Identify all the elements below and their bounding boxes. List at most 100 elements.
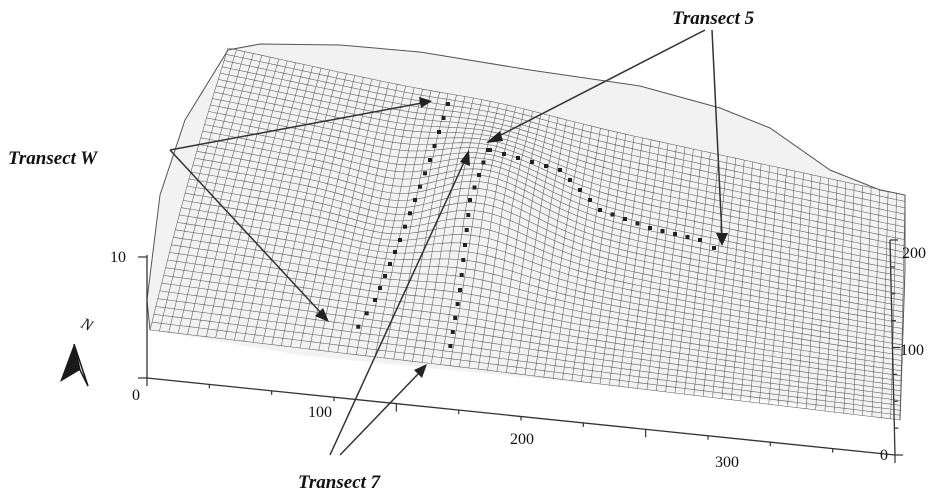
transect-w-dot <box>413 198 417 202</box>
vertical-axis-tick-label-10: 10 <box>110 249 126 266</box>
mesh-line-col <box>318 80 381 351</box>
transect-w-dot <box>432 144 437 148</box>
mesh-line-col <box>768 169 787 405</box>
mesh-line-col <box>524 119 567 375</box>
mesh-line-col <box>234 64 305 341</box>
transect-7-dot <box>477 173 481 177</box>
transect-w-path <box>356 102 450 329</box>
mesh-line-col <box>571 130 610 381</box>
transect-7-arrowhead-a <box>460 150 470 166</box>
mesh-line-col <box>796 174 813 408</box>
mesh-line-col <box>206 58 280 337</box>
transect-7-dot <box>481 160 486 165</box>
bottom-axis-tick-label-200: 200 <box>510 431 534 448</box>
mesh-line-col <box>431 99 483 364</box>
bottom-axis-tick-label-300: 300 <box>715 454 739 471</box>
mesh-line-col <box>590 134 626 383</box>
mesh-line-col <box>581 132 618 382</box>
right-axis-tick-label-200: 200 <box>902 245 926 262</box>
transect-w-arrowhead-b <box>315 308 329 322</box>
transect-w-dot <box>423 171 427 176</box>
label-arrows <box>169 29 728 456</box>
transect-5-path <box>488 148 716 250</box>
transect-5-dot <box>516 156 520 160</box>
transect-5-dot <box>610 212 615 217</box>
transect-7-arrowhead-b <box>414 364 427 378</box>
mesh-line-col <box>421 97 474 363</box>
transect-7-dot <box>466 213 471 217</box>
transect-w-arrowhead-a <box>419 97 432 108</box>
transect-w-label: Transect W <box>8 148 98 169</box>
mesh-line-col <box>262 69 330 344</box>
transect-5-dot <box>635 221 640 226</box>
mesh-line-col <box>824 180 838 412</box>
mesh-line-col <box>834 182 847 413</box>
transect-w-dot <box>388 262 392 266</box>
transect-7-dot <box>448 344 453 348</box>
transect-7-dot <box>455 302 460 306</box>
mesh-line-col <box>374 90 432 357</box>
mesh-line-col <box>543 124 584 378</box>
mesh-line-col <box>487 111 533 371</box>
mesh-line-col <box>609 137 643 386</box>
mesh-line-col <box>168 51 246 333</box>
transect-7-dot <box>450 330 455 334</box>
mesh-line-col <box>881 191 889 418</box>
mesh-line-col <box>149 47 229 331</box>
mesh-line-col <box>702 156 728 397</box>
mesh-line-col <box>468 106 516 369</box>
mesh-line-col <box>224 62 296 340</box>
mesh-line-col <box>196 57 271 336</box>
mesh-line-col <box>327 82 390 352</box>
transect-7-dot <box>463 243 467 247</box>
bottom-axis-ticks <box>146 378 896 463</box>
mesh-line-col <box>534 121 576 377</box>
mesh-line-col <box>693 154 720 396</box>
transect-5-dot <box>673 232 677 236</box>
mesh-line-col <box>365 89 423 356</box>
transect-w-dot <box>383 274 387 278</box>
mesh-line-col <box>665 149 694 392</box>
mesh-line-col <box>515 117 559 374</box>
transect-w-dot <box>398 238 402 242</box>
transect-7-dot <box>453 316 458 320</box>
vertical-axis-tick-label-0: 0 <box>132 387 140 404</box>
mesh-line-col <box>440 101 491 365</box>
transect-w-dot <box>364 311 369 316</box>
mesh-line-col <box>402 95 457 361</box>
mesh-line-col <box>712 158 737 398</box>
mesh-line-col <box>890 193 897 419</box>
mesh-line-col <box>215 60 288 338</box>
mesh-line-col <box>290 75 356 347</box>
mesh-line-col <box>749 165 770 403</box>
mesh-line-col <box>337 84 398 353</box>
transect-5-arrowhead-b <box>716 233 728 246</box>
north-arrow-icon: N <box>60 315 96 387</box>
transect-paths <box>356 102 716 348</box>
mesh-line-col <box>477 108 525 370</box>
transect-5-arrow-b <box>711 29 723 237</box>
transect-7-dot <box>459 273 464 277</box>
north-arrow-letter: N <box>77 315 96 336</box>
mesh-line-col <box>806 176 821 409</box>
terrain-outline <box>146 43 906 421</box>
transect-7-dot <box>464 228 469 232</box>
mesh-line-col <box>862 187 872 416</box>
mesh-line-col <box>356 87 415 355</box>
mesh-line-col <box>271 71 339 345</box>
transect-5-dot <box>712 246 716 250</box>
mesh-line-col <box>562 128 601 380</box>
transect-7-dot <box>468 198 472 202</box>
transect-w-dot <box>437 130 441 134</box>
transect-5-dot <box>660 229 665 233</box>
transect-w-arrow-a <box>169 102 423 151</box>
mesh-line-col <box>684 152 711 395</box>
mesh-line-col <box>618 139 652 387</box>
transect-7-dot <box>472 185 477 190</box>
transect-5-label: Transect 5 <box>672 8 755 29</box>
mesh-line-col <box>843 183 855 414</box>
transect-5-dot <box>648 226 652 230</box>
transect-w-dot <box>418 184 422 189</box>
transect-5-dot <box>598 208 602 212</box>
